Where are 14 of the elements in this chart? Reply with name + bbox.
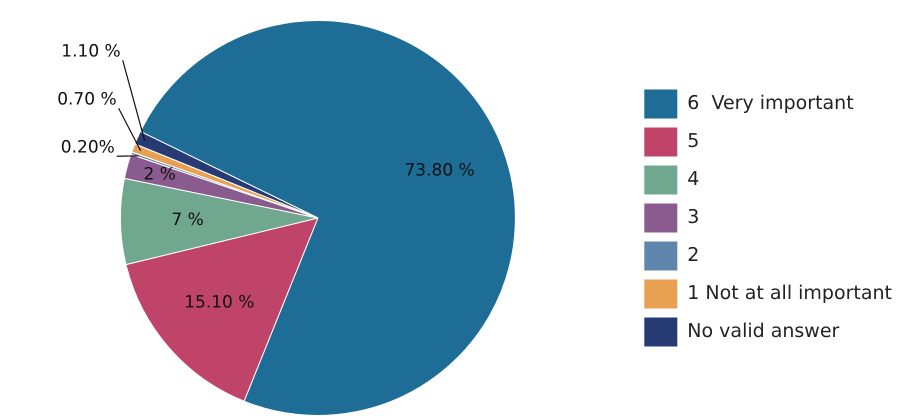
data-label: 0.20% bbox=[60, 138, 115, 158]
data-label: 73.80 % bbox=[404, 160, 475, 181]
legend-label: 2 bbox=[687, 244, 700, 266]
legend-label: 6 Very important bbox=[687, 92, 854, 114]
legend-label: 4 bbox=[687, 168, 700, 190]
data-label: 2 % bbox=[144, 164, 176, 184]
legend-label: 3 bbox=[687, 206, 700, 228]
legend-label: 5 bbox=[687, 130, 700, 152]
data-label: 15.10 % bbox=[184, 292, 254, 313]
data-label: 1.10 % bbox=[61, 42, 121, 62]
legend-label: 1 Not at all important bbox=[687, 282, 892, 304]
legend-label: No valid answer bbox=[687, 320, 840, 342]
data-label: 0.70 % bbox=[57, 90, 117, 110]
data-label: 7 % bbox=[171, 210, 204, 230]
